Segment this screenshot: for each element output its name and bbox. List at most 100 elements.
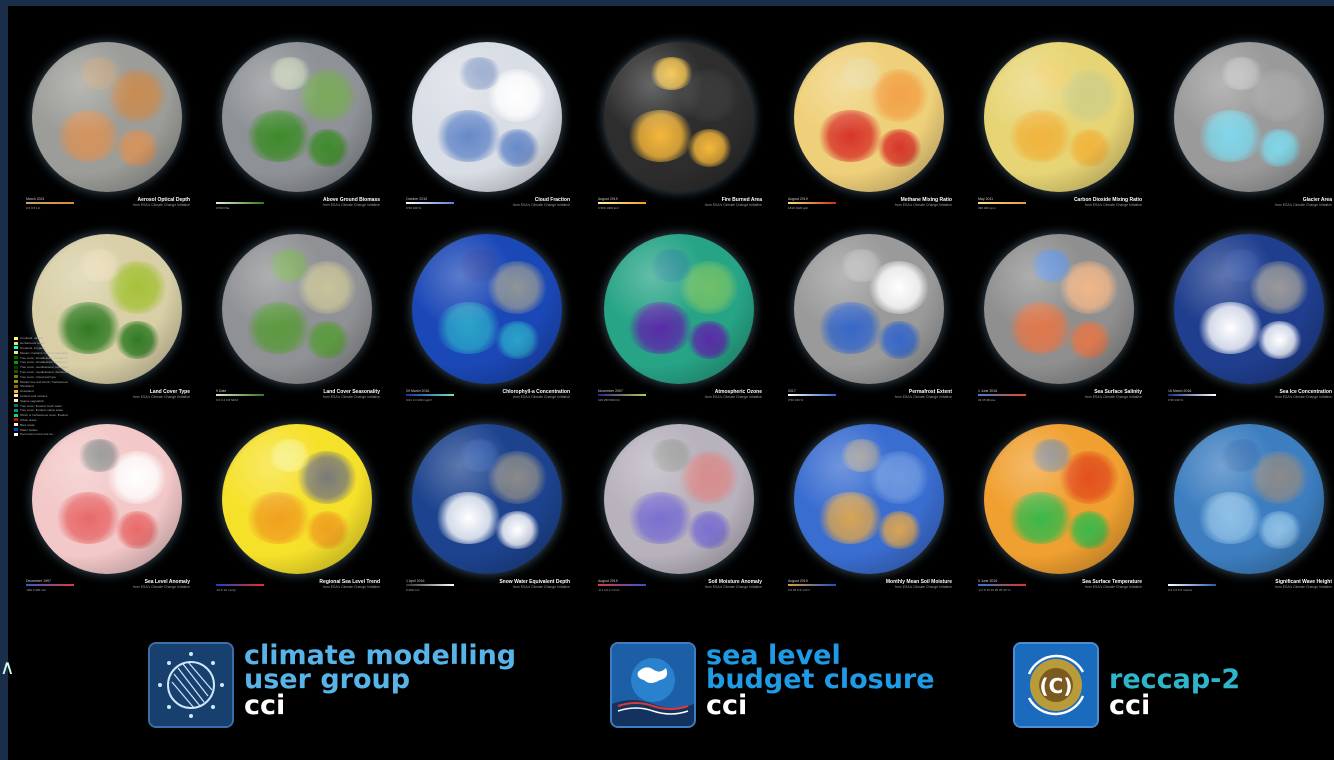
color-scale-bar: [1168, 584, 1216, 586]
legend-swatch: [14, 389, 18, 393]
globe-map: [604, 234, 754, 384]
globe-region: [1029, 57, 1074, 90]
globe-title: Snow Water Equivalent Depth: [499, 579, 570, 585]
legend-item: Mosaic tree and shrub / herbaceous: [14, 379, 69, 384]
globe-cell[interactable]: Land Cover Seasonality from ESA's Climate…: [208, 214, 388, 404]
globe-region: [244, 301, 312, 354]
globe-region: [77, 249, 122, 282]
legend-label: Mosaic tree and shrub / herbaceous: [20, 379, 68, 384]
globe-region: [457, 57, 502, 90]
globe-region: [816, 109, 884, 162]
globe-region: [304, 129, 350, 167]
globe-cell[interactable]: Sea Level Anomaly from ESA's Climate Chan…: [18, 404, 198, 594]
globe-title: Methane Mixing Ratio: [900, 197, 952, 203]
legend-swatch: [14, 341, 18, 345]
globe-cell[interactable]: Glacier Area from ESA's Climate Change In…: [1160, 22, 1334, 212]
globe-cell[interactable]: Sea Surface Temperature from ESA's Climat…: [970, 404, 1150, 594]
color-scale-bar: [1168, 394, 1216, 396]
globe-title: Chlorophyll-a Concentration: [502, 389, 571, 395]
color-scale-ticks: 32 35 38 psu: [978, 398, 996, 402]
globe-cell[interactable]: Cloud Fraction from ESA's Climate Change …: [398, 22, 578, 212]
globe-cell[interactable]: Fire Burned Area from ESA's Climate Chang…: [590, 22, 770, 212]
color-scale-ticks: -0.1 0 0.1 m³/m³: [598, 588, 620, 592]
legend-item: Tree cover, broadleaved, evergreen: [14, 355, 69, 360]
globe-region: [876, 129, 922, 167]
globe-region: [434, 109, 502, 162]
globe-shading: [412, 42, 562, 192]
globe-region: [77, 57, 122, 90]
legend-swatch: [14, 408, 18, 412]
globe-map: [1174, 234, 1324, 384]
globe-region: [457, 439, 502, 472]
globe-source: from ESA's Climate Change Initiative: [322, 585, 380, 589]
globe-shading: [222, 234, 372, 384]
globe-region: [626, 491, 694, 544]
legend-swatch: [14, 336, 18, 340]
globe-region: [1066, 511, 1112, 549]
color-scale-bar: [978, 394, 1026, 396]
sea-level-icon: [610, 642, 696, 728]
globe-source: from ESA's Climate Change Initiative: [322, 395, 380, 399]
globe-cell[interactable]: Sea Surface Salinity from ESA's Climate C…: [970, 214, 1150, 404]
globe-title: Sea Surface Temperature: [1082, 579, 1142, 585]
globe-cell[interactable]: Permafrost Extent from ESA's Climate Chan…: [780, 214, 960, 404]
globe-cell[interactable]: Carbon Dioxide Mixing Ratio from ESA's Cl…: [970, 22, 1150, 212]
globe-title: Regional Sea Level Trend: [319, 579, 380, 585]
globe-cell[interactable]: Aerosol Optical Depth from ESA's Climate …: [18, 22, 198, 212]
logo-sea-level-cci: cci: [706, 690, 748, 721]
globe-title: Fire Burned Area: [721, 197, 762, 203]
globe-map: [32, 42, 182, 192]
globe-cell[interactable]: Chlorophyll-a Concentration from ESA's Cl…: [398, 214, 578, 404]
globe-region: [839, 249, 884, 282]
globe-source: from ESA's Climate Change Initiative: [322, 203, 380, 207]
legend-label: Bare areas: [20, 422, 35, 427]
globe-region: [77, 439, 122, 472]
globe-cell[interactable]: Above Ground Biomass from ESA's Climate C…: [208, 22, 388, 212]
globe-source: from ESA's Climate Change Initiative: [1274, 203, 1332, 207]
globe-cell[interactable]: Significant Wave Height from ESA's Climat…: [1160, 404, 1334, 594]
globe-region: [434, 491, 502, 544]
color-scale-bar: [26, 584, 74, 586]
legend-item: Grassland: [14, 389, 69, 394]
globe-cell[interactable]: Snow Water Equivalent Depth from ESA's Cl…: [398, 404, 578, 594]
logo-cmug[interactable]: climate modelling user group cci: [148, 642, 528, 732]
globe-cell[interactable]: Atmospheric Ozone from ESA's Climate Chan…: [590, 214, 770, 404]
logo-reccap[interactable]: (C) reccap-2 cci: [1013, 642, 1253, 732]
logo-cmug-cci: cci: [244, 690, 286, 721]
globe-region: [839, 439, 884, 472]
legend-item: Mosaic cropland / natural vegetation: [14, 350, 69, 355]
globe-region: [1196, 491, 1264, 544]
globe-date: October 2010: [406, 197, 428, 201]
globe-map: [32, 424, 182, 574]
globe-map: [222, 42, 372, 192]
globe-date: 5 June 2016: [978, 579, 998, 583]
globe-region: [686, 321, 732, 359]
globe-region: [114, 511, 160, 549]
color-scale-ticks: 0 0.25 0.5 m³/m³: [788, 588, 811, 592]
globe-map: [1174, 424, 1324, 574]
globe-cell[interactable]: Monthly Mean Soil Moisture from ESA's Cli…: [780, 404, 960, 594]
globe-date: May 2011: [978, 197, 994, 201]
globe-cell[interactable]: Regional Sea Level Trend from ESA's Clima…: [208, 404, 388, 594]
globe-region: [1196, 109, 1264, 162]
color-scale-ticks: 0.0 0.4 0.8 NDVI: [216, 398, 239, 402]
globe-map: [222, 424, 372, 574]
logo-cmug-line2: user group: [244, 664, 411, 695]
globe-title: Permafrost Extent: [908, 389, 952, 395]
logo-sea-level-line1: sea level: [706, 640, 841, 671]
legend-swatch: [14, 346, 18, 350]
globe-shading: [984, 424, 1134, 574]
globe-region: [54, 109, 122, 162]
globe-cell[interactable]: Methane Mixing Ratio from ESA's Climate C…: [780, 22, 960, 212]
legend-label: Tree cover, mixed leaf type: [20, 374, 56, 379]
logo-sea-level[interactable]: sea level budget closure cci: [610, 642, 950, 732]
globe-region: [267, 57, 312, 90]
globe-cell[interactable]: Sea Ice Concentration from ESA's Climate …: [1160, 214, 1334, 404]
globe-cell[interactable]: Land Cover Type from ESA's Climate Change…: [18, 214, 198, 404]
legend-item: Tree cover, mixed leaf type: [14, 374, 69, 379]
left-edge-mark: ∧: [0, 657, 15, 679]
color-scale-bar: [788, 394, 836, 396]
globe-region: [649, 439, 694, 472]
globe-cell[interactable]: Soil Moisture Anomaly from ESA's Climate …: [590, 404, 770, 594]
color-scale-bar: [788, 584, 836, 586]
